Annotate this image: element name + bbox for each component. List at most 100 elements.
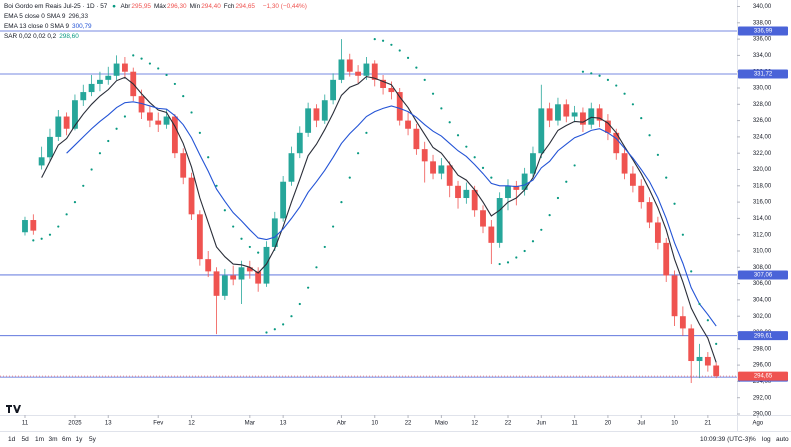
- candle-body: [679, 316, 686, 329]
- sar-dot: [540, 228, 543, 231]
- range-button[interactable]: 3m: [48, 436, 58, 443]
- candle-body: [55, 116, 62, 137]
- candle-body: [438, 165, 445, 174]
- candle-body: [97, 79, 103, 84]
- sar-dot: [498, 262, 501, 266]
- indicator-list: EMA 5 close 0 SMA 9 296,33 EMA 13 close 0 …: [4, 12, 310, 42]
- range-button[interactable]: 1y: [75, 436, 83, 443]
- candle-body: [463, 189, 470, 199]
- sar-dot: [623, 92, 626, 95]
- candle-body: [538, 108, 545, 154]
- sar-dot: [515, 256, 518, 259]
- x-tick-label: 13: [280, 421, 287, 427]
- indicator-name[interactable]: EMA 5 close 0 SMA 9: [4, 13, 66, 20]
- x-tick-label: 20: [605, 421, 612, 427]
- plot-area: [0, 30, 737, 384]
- indicator-name[interactable]: SAR 0,02 0,02 0,2: [4, 33, 57, 40]
- candle-body: [704, 356, 711, 366]
- candle-body: [188, 177, 195, 215]
- sar-dot: [298, 302, 301, 306]
- sar-dot: [373, 38, 376, 41]
- sar-dot: [257, 251, 260, 254]
- sar-dot: [615, 84, 618, 87]
- candle-body: [546, 108, 553, 121]
- x-tick-label: 21: [705, 421, 712, 427]
- sar-dot: [107, 139, 110, 143]
- range-button[interactable]: 5y: [89, 436, 96, 443]
- y-tick-label: 338,00: [753, 20, 772, 26]
- scale-option[interactable]: auto: [776, 436, 789, 443]
- sar-dot: [332, 225, 335, 228]
- sar-dot: [548, 214, 551, 217]
- candle-body: [671, 275, 678, 317]
- candle-body: [80, 92, 87, 101]
- scale-option[interactable]: log: [762, 436, 771, 443]
- ohlc-label: Mín: [189, 3, 201, 10]
- sar-dot: [248, 245, 251, 249]
- sar-dot: [348, 176, 351, 179]
- sar-dot: [223, 209, 226, 212]
- indicator-row: EMA 5 close 0 SMA 9 296,33: [4, 12, 310, 22]
- indicator-row: EMA 13 close 0 SMA 9 300,79: [4, 22, 310, 32]
- candle-body: [555, 104, 561, 121]
- range-button[interactable]: 1m: [35, 436, 45, 443]
- candle-body: [180, 153, 187, 178]
- x-tick-label: Ago: [752, 421, 763, 427]
- candle-body: [396, 92, 403, 121]
- candle-body: [571, 112, 578, 117]
- y-tick-label: 306,00: [753, 281, 772, 287]
- level-badge: [738, 69, 788, 79]
- sar-dot: [390, 43, 393, 46]
- y-tick-label: 310,00: [753, 249, 772, 255]
- sar-dot: [265, 331, 268, 334]
- sar-dot: [198, 131, 201, 134]
- sar-dot: [115, 127, 118, 130]
- candle-body: [113, 63, 120, 76]
- y-tick-label: 296,00: [753, 363, 772, 369]
- range-button[interactable]: 6m: [62, 436, 72, 443]
- candle-body: [122, 63, 128, 72]
- x-tick-label: 12: [471, 421, 478, 427]
- sar-dot: [523, 249, 526, 253]
- y-tick-label: 298,00: [753, 346, 772, 352]
- ohlc-value: 296,30: [167, 3, 187, 10]
- scale-option[interactable]: %: [750, 436, 756, 443]
- sar-dot: [456, 134, 460, 137]
- range-button[interactable]: 5d: [21, 436, 29, 443]
- sar-dot: [207, 156, 210, 159]
- candle-body: [88, 83, 95, 93]
- y-tick-label: 302,00: [753, 314, 772, 320]
- ohlc-value: 295,95: [131, 3, 151, 10]
- sar-dot: [531, 240, 535, 243]
- x-tick-label: Mar: [245, 421, 255, 427]
- candle-body: [246, 267, 253, 272]
- sar-dot: [182, 95, 185, 98]
- candle-body: [30, 220, 37, 231]
- x-tick-label: 22: [505, 421, 512, 427]
- x-tick-label: Fev: [153, 421, 163, 427]
- sar-dot: [698, 302, 701, 306]
- candle-body: [629, 173, 636, 186]
- indicator-name[interactable]: EMA 13 close 0 SMA 9: [4, 23, 70, 30]
- range-button[interactable]: 1d: [8, 436, 16, 443]
- level-badge-label: 307,06: [754, 273, 773, 279]
- axes: 290,00292,00294,00296,00298,00300,00302,…: [22, 4, 788, 427]
- x-tick-label: 11: [571, 421, 578, 427]
- sar-dot: [648, 134, 651, 137]
- sar-dot: [340, 201, 343, 204]
- level-badge-label: 336,99: [754, 29, 773, 35]
- sar-dot: [90, 168, 93, 171]
- candle-body: [413, 128, 420, 150]
- x-tick-label: 13: [105, 421, 112, 427]
- candle-body: [230, 275, 237, 280]
- indicator-line: [66, 101, 717, 327]
- sar-dot: [665, 176, 668, 179]
- sar-dot: [307, 286, 310, 289]
- symbol-title[interactable]: Boi Gordo em Reais Jul-25 · 1D · 57: [4, 3, 108, 10]
- sar-dot: [706, 319, 709, 322]
- indicator-row: SAR 0,02 0,02 0,2 298,60: [4, 32, 310, 42]
- candle-body: [488, 226, 495, 243]
- candle-body: [205, 259, 212, 272]
- candle-body: [446, 165, 453, 186]
- sar-dot: [715, 342, 718, 346]
